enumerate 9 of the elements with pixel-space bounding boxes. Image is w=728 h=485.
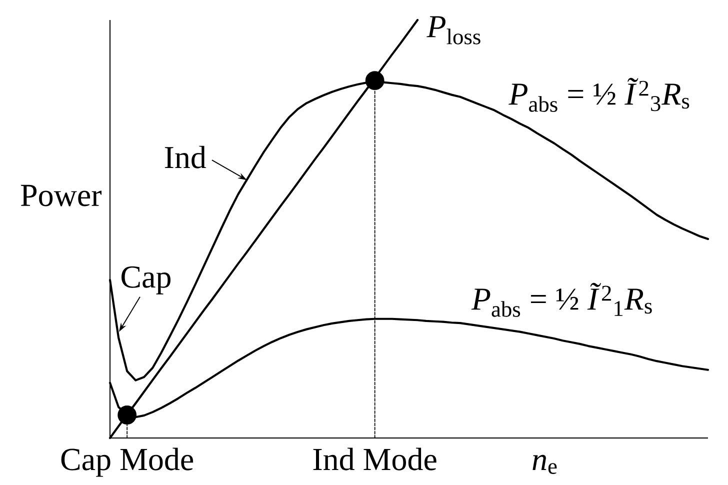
annotation: Cap	[122, 266, 170, 294]
series-label: P$_{abs}$ = ½ Ĩ$^{2}$$_{3}$R$_{s}$	[508, 78, 690, 112]
x-tick-label: Ind Mode	[313, 448, 436, 470]
annotation: Ind	[164, 146, 206, 168]
series-label: P$_{loss}$	[426, 16, 480, 44]
x-axis-title: n$_{e}$	[532, 454, 557, 474]
y-axis-title: Power	[20, 184, 102, 206]
series-label: P$_{abs}$ = ½ Ĩ$^{2}$$_{1}$R$_{s}$	[471, 282, 652, 317]
x-tick-label: Cap Mode	[61, 448, 194, 477]
